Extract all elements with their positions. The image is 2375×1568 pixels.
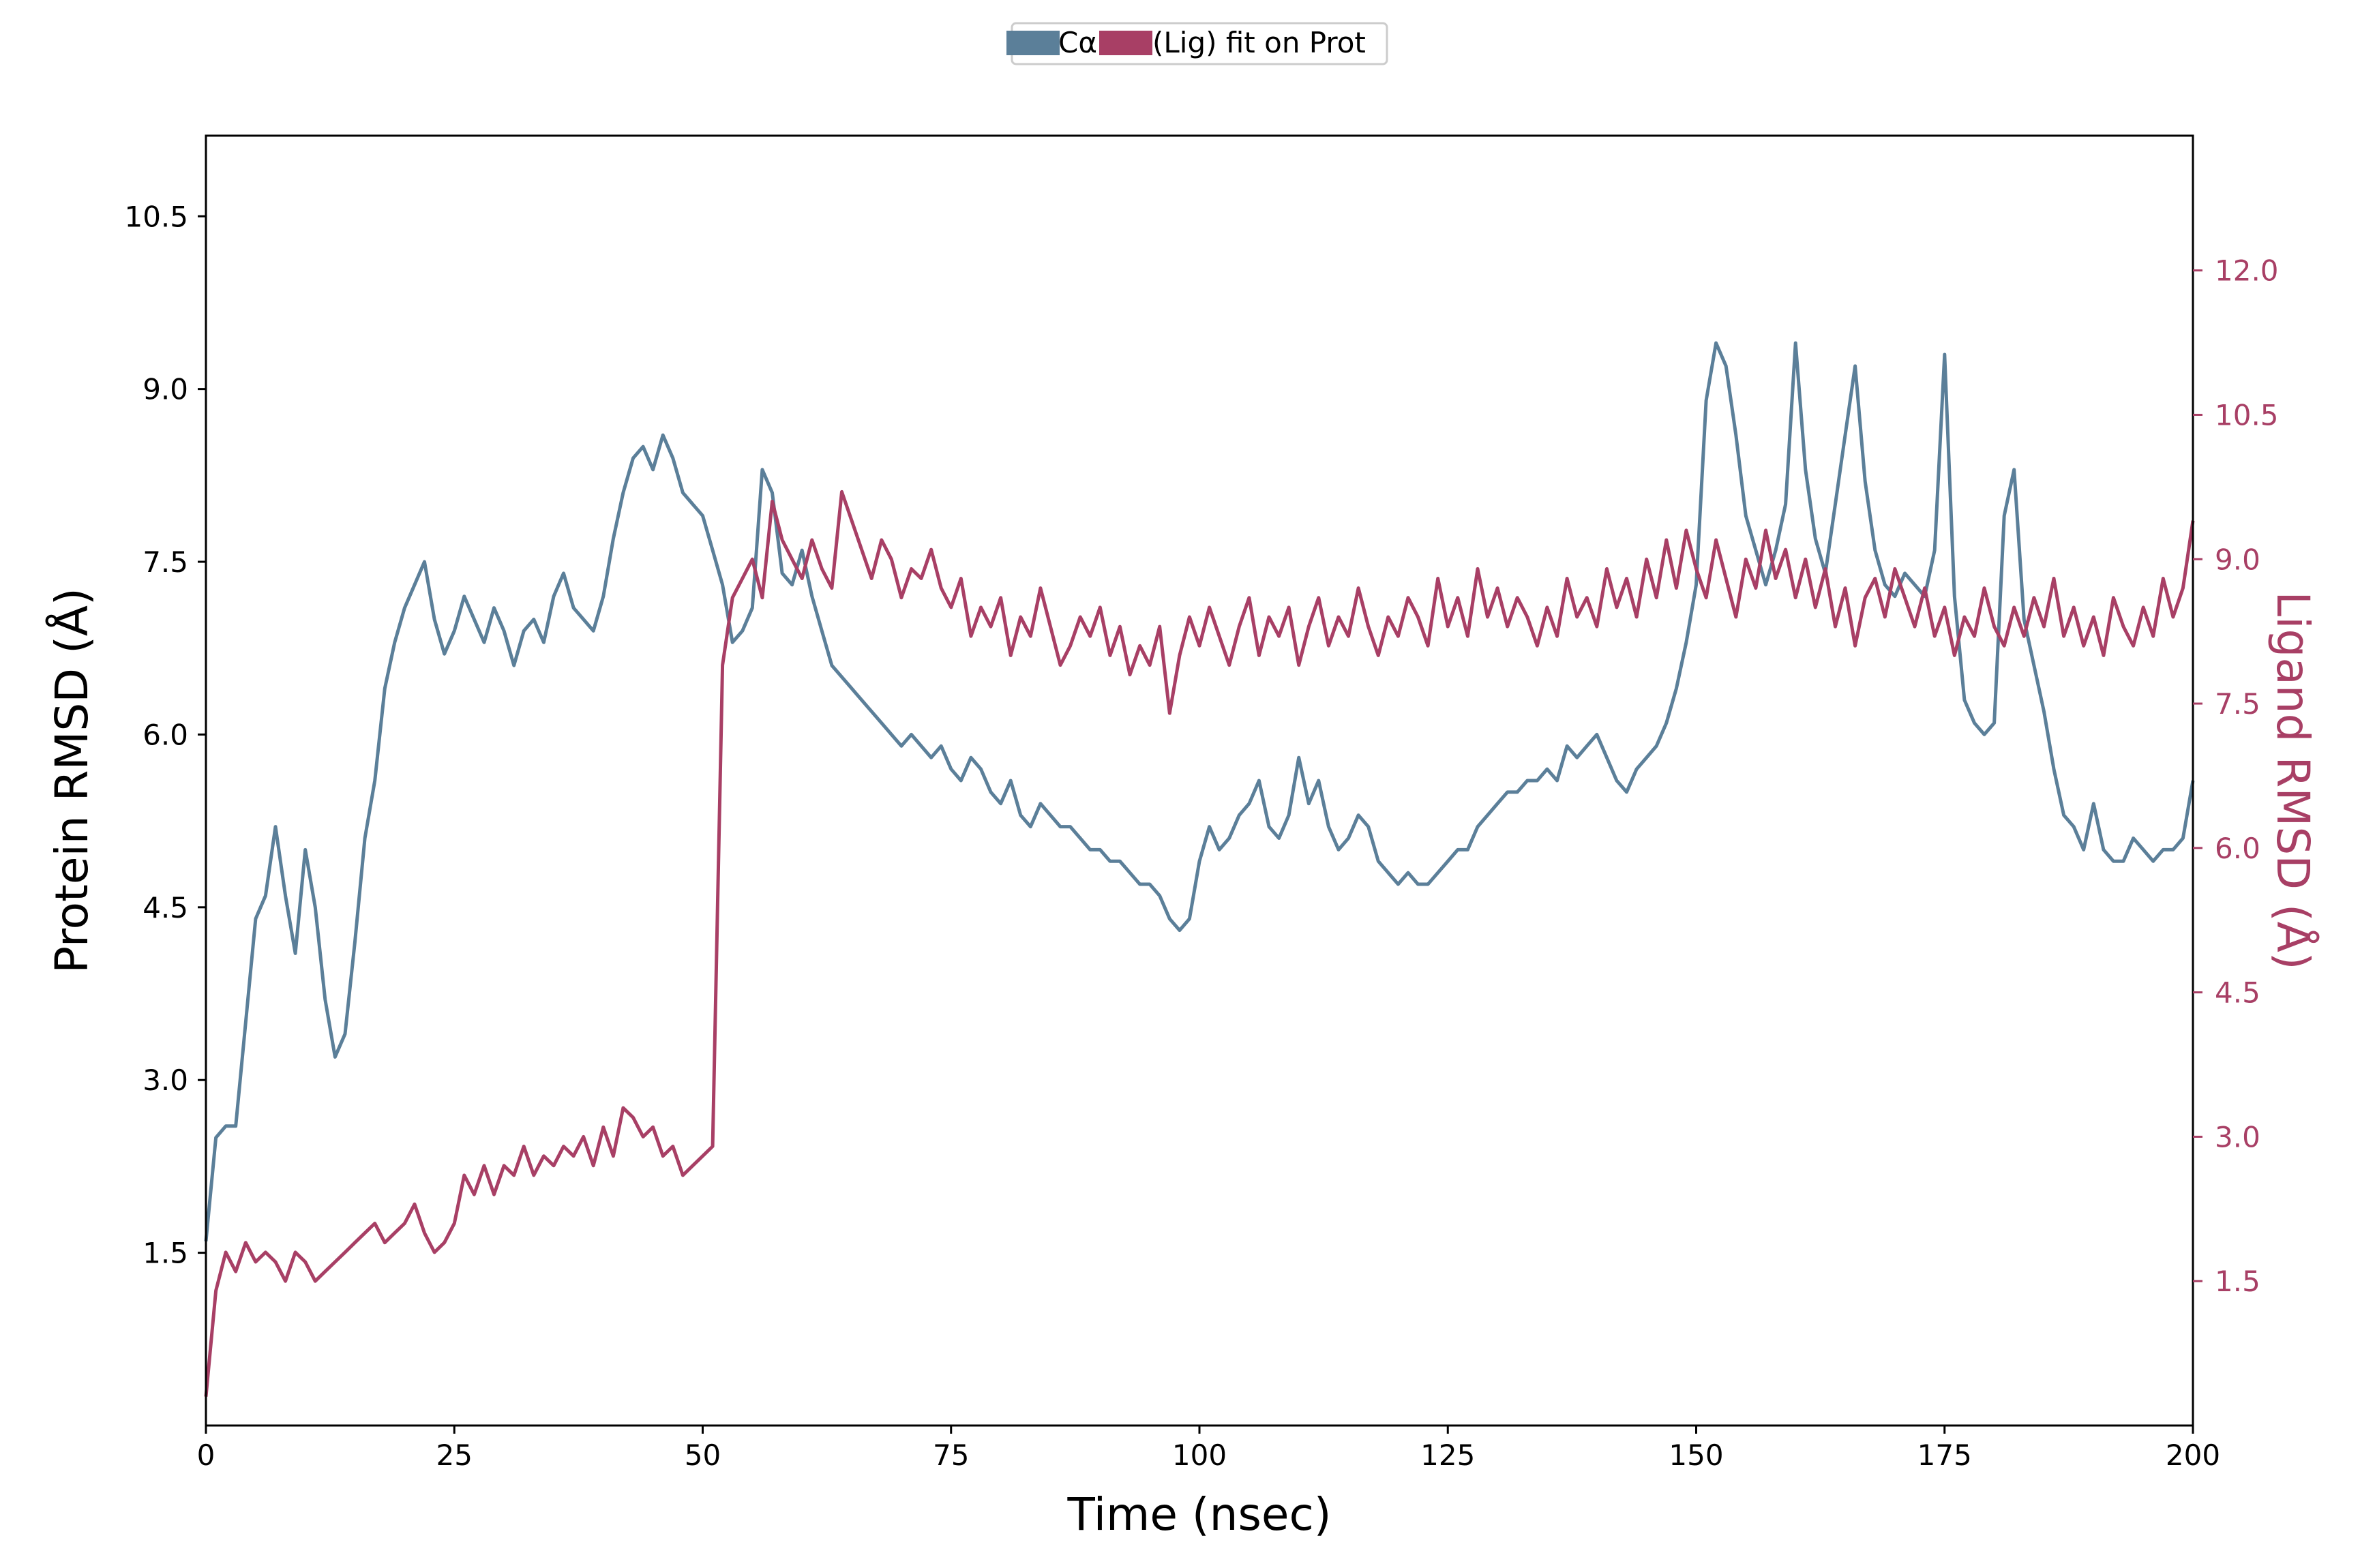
legend-label-ligand: (Lig) fit on Prot <box>1152 26 1366 59</box>
right-y-tick-label: 6.0 <box>2215 832 2260 865</box>
x-tick-label: 100 <box>1172 1438 1227 1472</box>
x-tick-label: 25 <box>436 1438 473 1472</box>
x-tick-label: 200 <box>2166 1438 2220 1472</box>
right-y-tick-label: 9.0 <box>2215 543 2260 576</box>
left-y-tick-label: 9.0 <box>143 373 188 406</box>
left-y-tick-label: 6.0 <box>143 718 188 751</box>
x-tick-label: 75 <box>933 1438 969 1472</box>
left-y-tick-label: 7.5 <box>143 545 188 579</box>
right-y-tick-label: 7.5 <box>2215 687 2260 721</box>
right-y-tick-label: 12.0 <box>2215 254 2279 288</box>
x-axis-title: Time (nsec) <box>1066 1488 1331 1541</box>
series-line-calpha <box>204 341 2195 1241</box>
x-tick-label: 0 <box>197 1438 215 1472</box>
right-y-axis-title: Ligand RMSD (Å) <box>2267 591 2319 969</box>
right-y-tick-label: 4.5 <box>2215 976 2260 1010</box>
legend-swatch-ligand <box>1099 31 1152 55</box>
legend-swatch-calpha <box>1006 31 1060 55</box>
x-tick-label: 50 <box>685 1438 721 1472</box>
x-tick-label: 150 <box>1669 1438 1723 1472</box>
series-line-ligand <box>204 489 2195 1397</box>
right-y-tick-label: 3.0 <box>2215 1120 2260 1154</box>
left-y-axis-title: Protein RMSD (Å) <box>46 588 98 973</box>
left-y-tick-label: 4.5 <box>143 891 188 924</box>
left-y-tick-label: 3.0 <box>143 1064 188 1097</box>
legend: Cα (Lig) fit on Prot <box>1006 22 1388 65</box>
x-tick-label: 175 <box>1917 1438 1972 1472</box>
left-y-tick-label: 1.5 <box>143 1237 188 1270</box>
left-y-axis-ticks: 1.5 3.0 4.5 6.0 7.5 9.0 10.5 <box>124 200 206 1270</box>
right-y-tick-label: 10.5 <box>2215 398 2279 432</box>
right-y-axis-ticks: 1.5 3.0 4.5 6.0 7.5 9.0 10.5 12.0 <box>2193 254 2279 1298</box>
x-axis-ticks: 0 25 50 75 100 125 150 175 200 <box>197 1426 2220 1472</box>
x-tick-label: 125 <box>1420 1438 1475 1472</box>
right-y-tick-label: 1.5 <box>2215 1265 2260 1298</box>
left-y-tick-label: 10.5 <box>124 200 188 233</box>
series-layer <box>204 341 2195 1397</box>
legend-label-calpha: Cα <box>1058 26 1097 59</box>
